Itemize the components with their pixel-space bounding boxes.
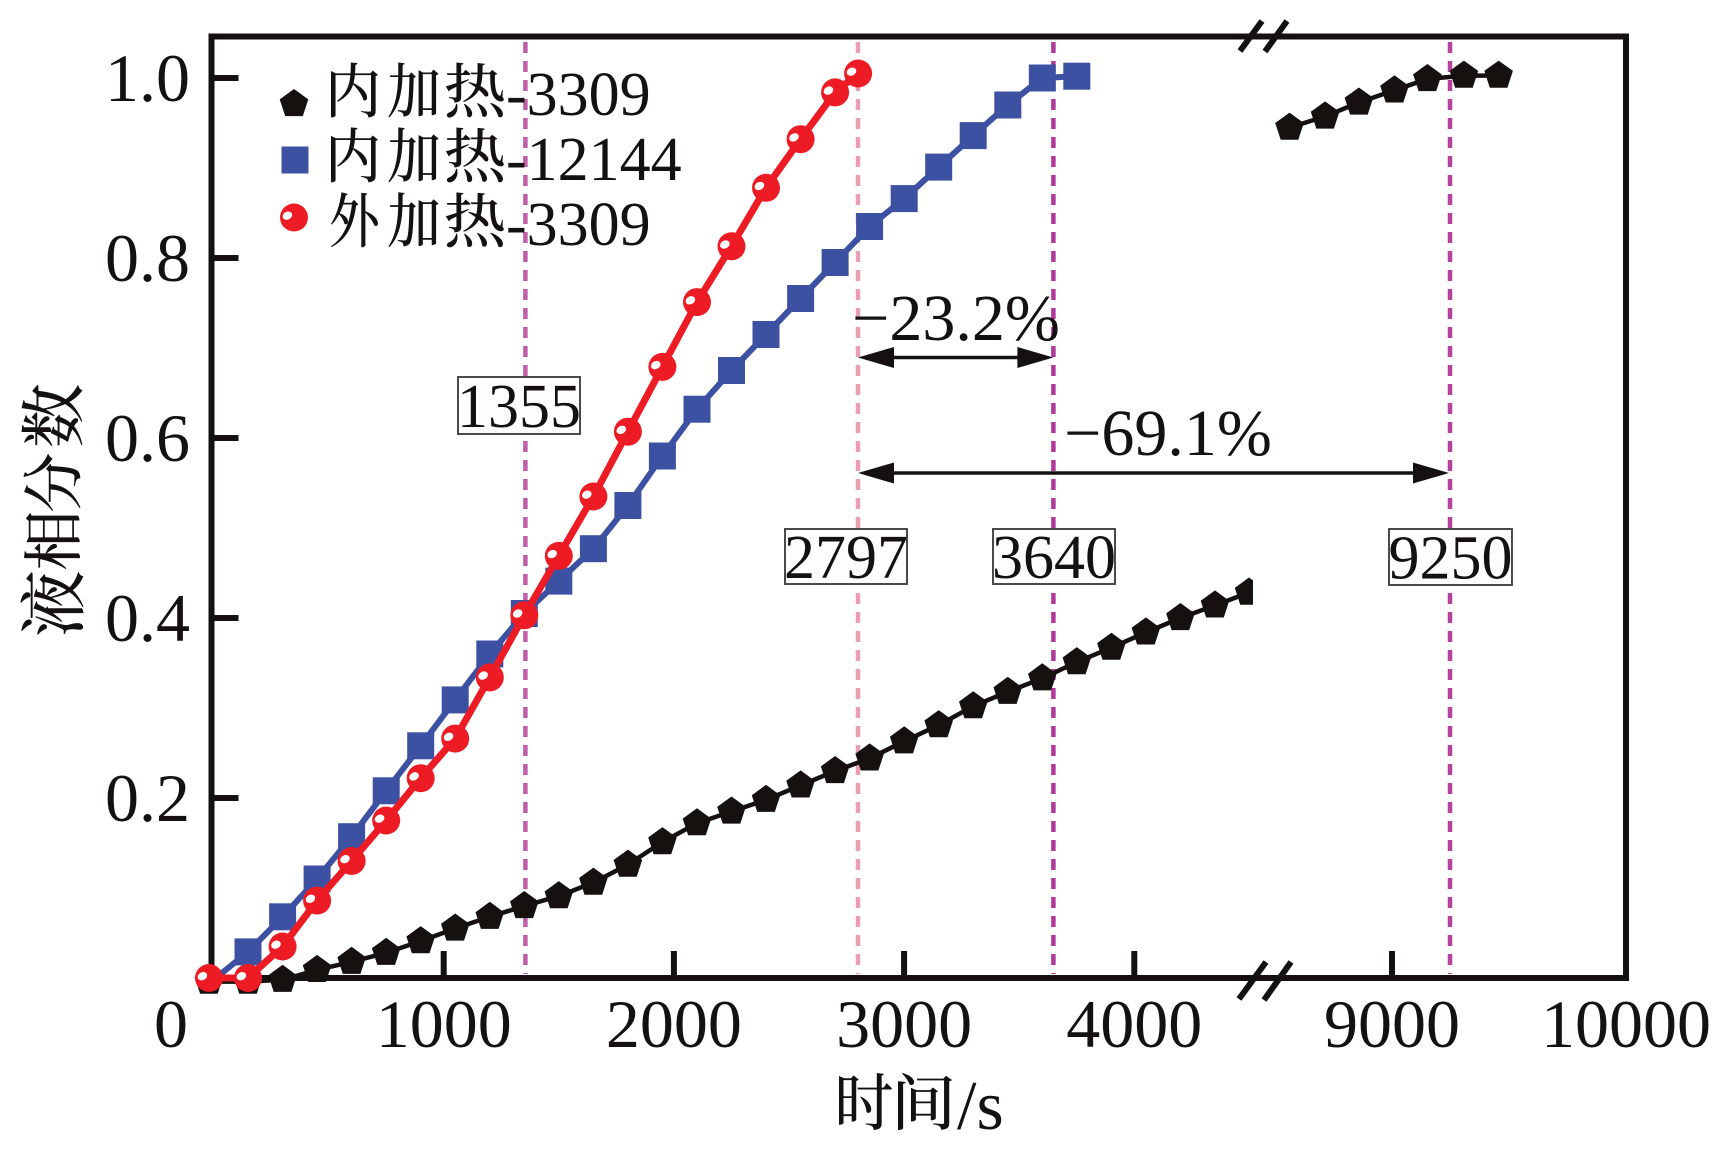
svg-text:0.2: 0.2 — [105, 760, 190, 836]
svg-text:1355: 1355 — [457, 373, 581, 441]
svg-text:2797: 2797 — [784, 524, 908, 592]
svg-text:9250: 9250 — [1389, 525, 1513, 593]
svg-text:3640: 3640 — [992, 524, 1116, 592]
svg-text:−69.1%: −69.1% — [1064, 397, 1272, 470]
svg-text:0.4: 0.4 — [105, 580, 190, 656]
svg-text:10000: 10000 — [1541, 986, 1711, 1062]
svg-text:4000: 4000 — [1066, 986, 1202, 1062]
svg-text:0.8: 0.8 — [105, 220, 190, 296]
svg-text:-3309: -3309 — [506, 191, 651, 259]
svg-text:0: 0 — [154, 986, 188, 1062]
svg-text:1.0: 1.0 — [105, 40, 190, 116]
svg-text:/s: /s — [957, 1068, 1004, 1145]
svg-text:9000: 9000 — [1324, 986, 1460, 1062]
svg-text:3000: 3000 — [836, 986, 972, 1062]
svg-text:−23.2%: −23.2% — [852, 282, 1060, 355]
svg-text:-12144: -12144 — [506, 126, 682, 194]
svg-text:1000: 1000 — [376, 986, 512, 1062]
svg-text:-3309: -3309 — [506, 61, 651, 129]
svg-text:2000: 2000 — [606, 986, 742, 1062]
svg-text:0.6: 0.6 — [105, 400, 190, 476]
